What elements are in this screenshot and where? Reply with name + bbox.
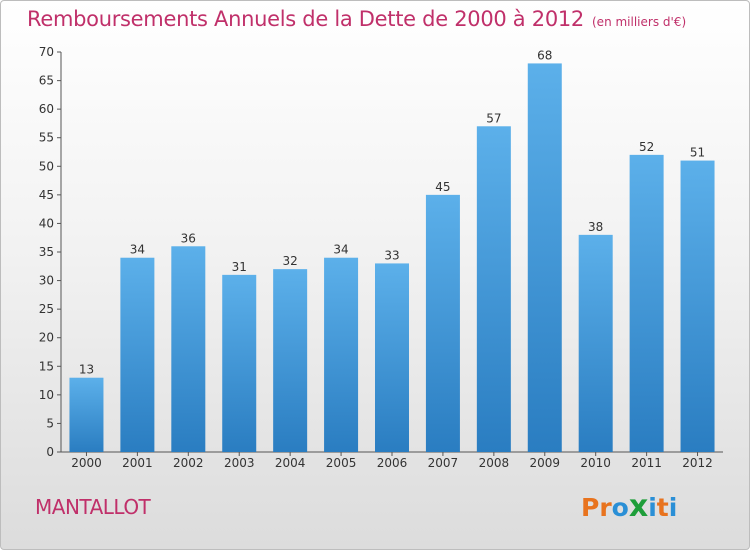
x-tick-label: 2001: [122, 456, 153, 470]
y-tick-label: 60: [39, 102, 54, 116]
y-tick-label: 50: [39, 159, 54, 173]
data-label-2009: 68: [537, 48, 552, 62]
y-tick-label: 5: [46, 416, 54, 430]
y-tick-label: 40: [39, 216, 54, 230]
x-tick-label: 2002: [173, 456, 204, 470]
commune-name: MANTALLOT: [35, 495, 151, 519]
x-tick-label: 2012: [682, 456, 713, 470]
data-label-2012: 51: [690, 146, 705, 160]
data-label-2000: 13: [79, 363, 94, 377]
data-label-2004: 32: [283, 254, 298, 268]
x-tick-label: 2006: [377, 456, 408, 470]
x-tick-label: 2009: [529, 456, 560, 470]
data-label-2005: 34: [333, 243, 348, 257]
chart-data-labels: 13 34 36 31 32 34 33 45 57 68 38 52 51: [79, 48, 705, 376]
x-tick-label: 2003: [224, 456, 255, 470]
bar-2012[interactable]: [680, 160, 715, 453]
bar-2008[interactable]: [476, 126, 511, 453]
proxiti-logo[interactable]: Proxiti: [581, 489, 677, 524]
chart-subtitle: (en milliers d'€): [592, 15, 687, 29]
logo-letter: i: [668, 493, 678, 522]
bar-2007[interactable]: [425, 194, 460, 452]
x-tick-label: 2000: [71, 456, 102, 470]
chart-title-text: Remboursements Annuels de la Dette de 20…: [27, 7, 584, 31]
y-tick-label: 55: [39, 131, 54, 145]
data-label-2011: 52: [639, 140, 654, 154]
logo-letter: t: [656, 493, 669, 522]
bar-2000[interactable]: [69, 377, 104, 452]
y-tick-label: 20: [39, 331, 54, 345]
y-tick-label: 10: [39, 388, 54, 402]
data-label-2010: 38: [588, 220, 603, 234]
y-tick-label: 30: [39, 274, 54, 288]
bar-2004[interactable]: [273, 269, 308, 452]
y-tick-label: 70: [39, 45, 54, 59]
x-tick-label: 2011: [631, 456, 662, 470]
y-tick-label: 35: [39, 245, 54, 259]
data-label-2006: 33: [384, 248, 399, 262]
data-label-2002: 36: [181, 231, 196, 245]
x-tick-label: 2008: [479, 456, 510, 470]
logo-letter: o: [611, 493, 629, 522]
chart-title: Remboursements Annuels de la Dette de 20…: [27, 7, 686, 31]
y-tick-label: 25: [39, 302, 54, 316]
x-tick-label: 2005: [326, 456, 357, 470]
chart-bars: [69, 63, 715, 453]
x-tick-label: 2004: [275, 456, 306, 470]
bar-2003[interactable]: [222, 274, 257, 452]
data-label-2001: 34: [130, 243, 145, 257]
y-tick-label: 65: [39, 74, 54, 88]
x-tick-label: 2007: [428, 456, 459, 470]
bar-2010[interactable]: [578, 234, 613, 452]
bar-2005[interactable]: [324, 257, 359, 452]
y-tick-label: 15: [39, 359, 54, 373]
data-label-2007: 45: [435, 180, 450, 194]
x-tick-label: 2010: [580, 456, 611, 470]
data-label-2008: 57: [486, 111, 501, 125]
logo-letter: i: [648, 493, 657, 522]
y-tick-label: 0: [46, 445, 54, 459]
logo-letter: P: [581, 493, 600, 522]
bar-2009[interactable]: [527, 63, 562, 453]
logo-letter: r: [599, 493, 612, 522]
data-label-2003: 31: [232, 260, 247, 274]
chart-axes: 0 5 10 15 20 25 30 35 40 45 50 55 60 65 70 2000 2001 2002…: [39, 45, 723, 470]
bar-2011[interactable]: [629, 154, 664, 452]
logo-letter: x: [628, 489, 649, 524]
bar-2006[interactable]: [375, 263, 409, 452]
bar-2002[interactable]: [171, 246, 206, 452]
bar-2001[interactable]: [120, 257, 155, 452]
y-tick-label: 45: [39, 188, 54, 202]
